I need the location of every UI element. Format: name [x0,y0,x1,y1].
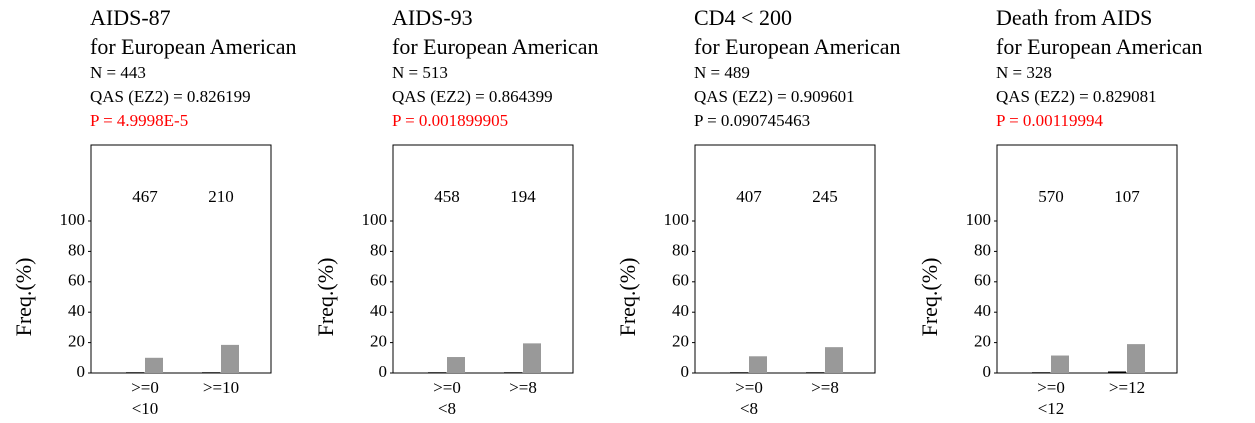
bar [126,372,144,373]
y-tick-label: 80 [672,240,689,259]
x-tick-label: <8 [438,399,456,418]
chart-subtitle: for European American [996,34,1202,59]
count-label: 245 [812,187,838,206]
x-tick-label: >=0 [1037,378,1065,397]
y-tick-label: 0 [379,362,388,381]
plot-frame [392,144,574,374]
qas-label: QAS (EZ2) = 0.826199 [90,87,251,106]
bar [202,372,220,373]
y-axis-label: Freq.(%) [615,258,640,337]
count-label: 210 [208,187,234,206]
count-label: 467 [132,187,158,206]
y-tick-label: 80 [974,240,991,259]
y-tick-label: 80 [370,240,387,259]
qas-label: QAS (EZ2) = 0.864399 [392,87,553,106]
plot-frame [996,144,1178,374]
y-tick-label: 100 [60,210,86,229]
y-tick-label: 20 [672,332,689,351]
y-tick-label: 100 [362,210,388,229]
qas-label: QAS (EZ2) = 0.829081 [996,87,1157,106]
bar [428,372,446,373]
bar [1051,355,1069,373]
y-tick-label: 100 [966,210,992,229]
y-tick-label: 60 [68,271,85,290]
p-label: P = 0.001899905 [392,111,508,130]
p-label: P = 0.090745463 [694,111,810,130]
y-tick-label: 60 [370,271,387,290]
bar [145,357,163,373]
y-tick-label: 40 [672,301,689,320]
bar [1108,371,1126,373]
chart-subtitle: for European American [90,34,296,59]
y-tick-label: 0 [983,362,992,381]
count-label: 458 [434,187,460,206]
y-tick-label: 40 [68,301,85,320]
bar [504,372,522,373]
y-tick-label: 80 [68,240,85,259]
chart-title: Death from AIDS [996,5,1152,30]
y-tick-label: 60 [672,271,689,290]
p-label: P = 4.9998E-5 [90,111,188,130]
y-axis-label: Freq.(%) [313,258,338,337]
y-tick-label: 40 [370,301,387,320]
y-tick-label: 20 [370,332,387,351]
n-label: N = 443 [90,63,146,82]
x-tick-label: >=8 [811,378,839,397]
count-label: 570 [1038,187,1064,206]
y-tick-label: 20 [68,332,85,351]
chart-title: CD4 < 200 [694,5,792,30]
x-tick-label: >=0 [433,378,461,397]
x-tick-label: >=12 [1109,378,1145,397]
y-tick-label: 40 [974,301,991,320]
x-tick-label: >=8 [509,378,537,397]
bar [730,372,748,373]
bar [806,372,824,373]
x-tick-label: >=0 [735,378,763,397]
y-tick-label: 20 [974,332,991,351]
x-tick-label: >=0 [131,378,159,397]
y-tick-label: 60 [974,271,991,290]
y-tick-label: 0 [77,362,86,381]
bar [221,344,239,373]
chart-title: AIDS-93 [392,5,473,30]
bar [749,356,767,373]
x-tick-label: <8 [740,399,758,418]
y-tick-label: 0 [681,362,690,381]
bar [1127,344,1145,373]
y-tick-label: 100 [664,210,690,229]
bar [825,347,843,373]
plot-frame [694,144,876,374]
x-tick-label: <10 [132,399,159,418]
bar [447,357,465,373]
x-tick-label: <12 [1038,399,1065,418]
y-axis-label: Freq.(%) [11,258,36,337]
chart-subtitle: for European American [694,34,900,59]
bar [1032,372,1050,373]
n-label: N = 328 [996,63,1052,82]
bar [523,343,541,373]
chart-title: AIDS-87 [90,5,171,30]
chart-subtitle: for European American [392,34,598,59]
plot-frame [90,144,272,374]
qas-label: QAS (EZ2) = 0.909601 [694,87,855,106]
count-label: 107 [1114,187,1140,206]
n-label: N = 513 [392,63,448,82]
count-label: 194 [510,187,536,206]
p-label: P = 0.00119994 [996,111,1104,130]
n-label: N = 489 [694,63,750,82]
count-label: 407 [736,187,762,206]
x-tick-label: >=10 [203,378,239,397]
y-axis-label: Freq.(%) [917,258,942,337]
